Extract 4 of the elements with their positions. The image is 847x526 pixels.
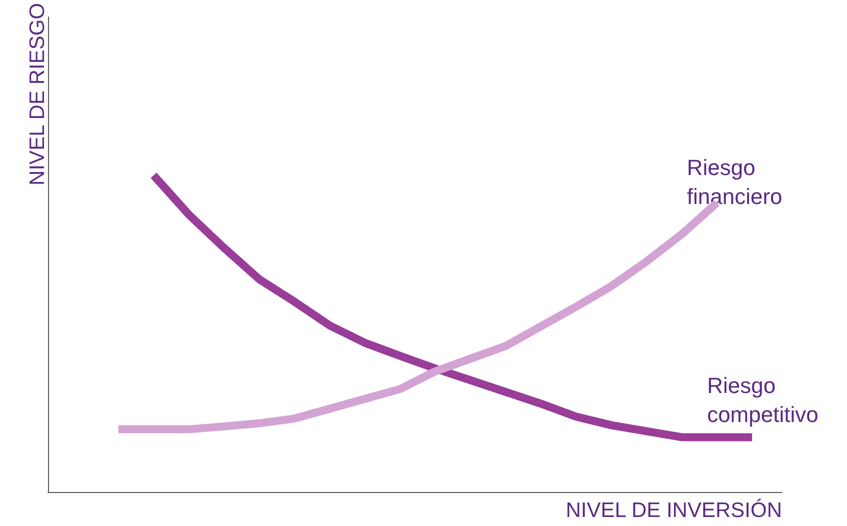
series-label: Riesgo financiero xyxy=(686,154,782,209)
y-axis-title: NIVEL DE RIESGO xyxy=(26,3,49,186)
x-axis-title: NIVEL DE INVERSIÓN xyxy=(566,498,782,522)
series-label: Riesgo competitivo xyxy=(707,373,818,428)
